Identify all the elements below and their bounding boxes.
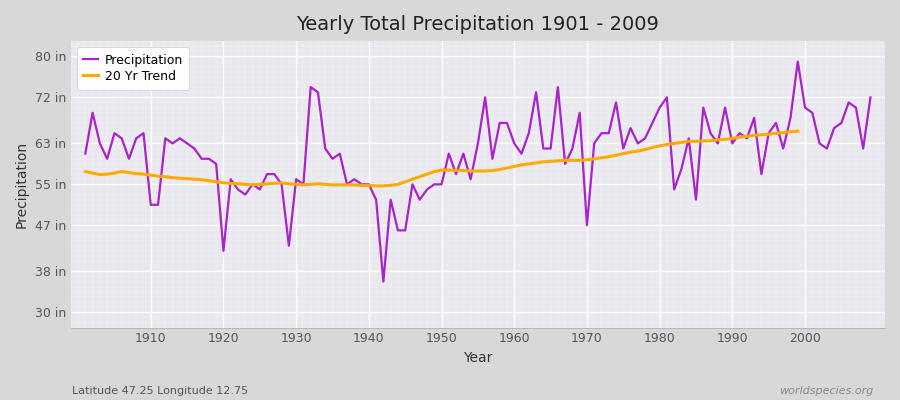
Precipitation: [516, 151, 526, 156]
20 Yr Trend: [371, 184, 382, 188]
Precipitation: [865, 95, 876, 100]
Precipitation: [508, 141, 519, 146]
20 Yr Trend: [792, 129, 803, 134]
Title: Yearly Total Precipitation 1901 - 2009: Yearly Total Precipitation 1901 - 2009: [296, 15, 660, 34]
Y-axis label: Precipitation: Precipitation: [15, 141, 29, 228]
Legend: Precipitation, 20 Yr Trend: Precipitation, 20 Yr Trend: [77, 47, 189, 90]
20 Yr Trend: [80, 169, 91, 174]
Text: worldspecies.org: worldspecies.org: [778, 386, 873, 396]
X-axis label: Year: Year: [464, 351, 492, 365]
Line: 20 Yr Trend: 20 Yr Trend: [86, 131, 797, 186]
20 Yr Trend: [444, 168, 454, 172]
Precipitation: [378, 279, 389, 284]
20 Yr Trend: [298, 182, 309, 187]
Precipitation: [792, 59, 803, 64]
Precipitation: [138, 131, 148, 136]
Precipitation: [80, 151, 91, 156]
20 Yr Trend: [248, 182, 258, 187]
20 Yr Trend: [269, 181, 280, 186]
20 Yr Trend: [465, 169, 476, 174]
Line: Precipitation: Precipitation: [86, 62, 870, 282]
Precipitation: [603, 131, 614, 136]
Precipitation: [298, 182, 309, 187]
Text: Latitude 47.25 Longitude 12.75: Latitude 47.25 Longitude 12.75: [72, 386, 248, 396]
Precipitation: [342, 182, 353, 187]
20 Yr Trend: [647, 145, 658, 150]
